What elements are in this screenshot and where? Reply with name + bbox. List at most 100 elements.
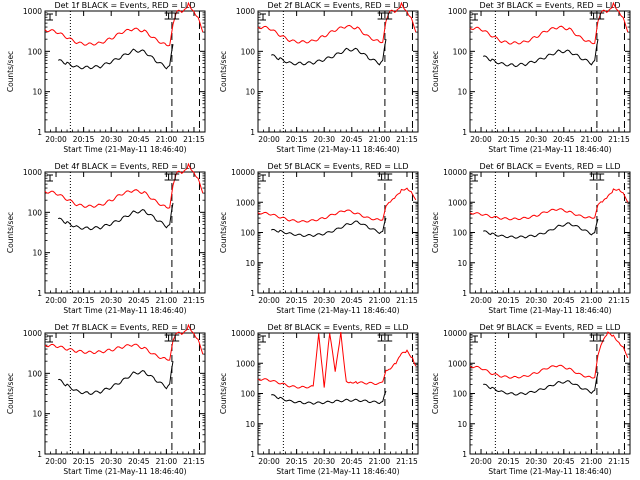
x-tick-label: 20:00 [45,135,67,144]
chart-title: Det 1f BLACK = Events, RED = LLD [54,1,195,10]
plot-frame [44,10,206,133]
lld-series-line [469,188,629,221]
error-bar-glyph [596,334,605,342]
x-tick-label: 21:00 [581,296,603,305]
events-series-line [58,44,174,70]
x-tick-label: 21:15 [396,457,418,466]
lld-series-line [469,331,629,379]
y-tick-label: 100 [453,390,468,399]
x-tick-label: 21:15 [608,296,630,305]
events-series-line [271,39,387,66]
x-axis-label: Start Time (21-May-11 18:46:40) [276,467,399,476]
x-tick-label: 20:30 [525,296,547,305]
lld-series-line [469,1,629,45]
error-bar-glyph [596,12,605,20]
chart-title: Det 6f BLACK = Events, RED = LLD [479,162,620,171]
x-tick-label: 21:00 [369,296,391,305]
lld-series-line [257,331,417,389]
x-tick-label: 20:15 [498,296,520,305]
plot-frame [257,10,419,133]
x-tick-label: 20:15 [73,135,95,144]
x-tick-label: 20:30 [525,135,547,144]
x-tick-label: 20:00 [45,457,67,466]
lld-series-line [44,162,204,209]
events-series-line [483,372,599,396]
error-bar-glyph [164,334,173,342]
x-tick-label: 21:00 [156,296,178,305]
x-tick-label: 20:15 [498,457,520,466]
y-axis-label: Counts/sec [431,212,440,253]
x-tick-label: 20:45 [128,457,150,466]
x-tick-label: 20:00 [258,296,280,305]
error-bar-glyph [589,334,598,342]
y-tick-label: 1 [250,128,255,137]
y-tick-label: 100 [241,47,256,56]
error-bar-glyph [260,174,266,182]
plot-frame [469,10,631,133]
y-tick-label: 10 [457,88,467,97]
events-series-line [483,39,599,68]
error-bar-glyph [589,173,598,181]
y-tick-label: 1 [462,450,467,459]
plot-frame [44,332,206,455]
x-axis-label: Start Time (21-May-11 18:46:40) [63,306,186,315]
x-tick-label: 21:15 [608,135,630,144]
y-tick-label: 10 [457,259,467,268]
y-tick-label: 1 [250,289,255,298]
x-axis-label: Start Time (21-May-11 18:46:40) [488,306,611,315]
x-tick-label: 20:30 [313,296,335,305]
x-tick-label: 20:45 [553,457,575,466]
chart-panel-7: Det 7f BLACK = Events, RED = LLD 1 10 100 10… [6,323,206,476]
error-bar-glyph [47,13,53,21]
events-series-line [58,361,174,396]
y-axis-label: Counts/sec [219,373,228,414]
y-tick-label: 1 [37,289,42,298]
x-tick-label: 20:45 [553,135,575,144]
error-bar-glyph [589,12,598,20]
x-tick-label: 20:00 [258,135,280,144]
error-bar-glyph [164,12,173,20]
error-bar-glyph [377,173,386,181]
events-series-line [483,218,599,239]
y-axis-label: Counts/sec [6,212,15,253]
x-tick-label: 21:15 [183,135,205,144]
y-tick-label: 10 [32,410,42,419]
y-tick-label: 1 [462,289,467,298]
y-tick-label: 10 [32,249,42,258]
x-tick-label: 20:00 [470,457,492,466]
chart-panel-2: Det 2f BLACK = Events, RED = LLD 1 10 100 10… [219,1,419,154]
x-tick-label: 21:00 [369,457,391,466]
x-tick-label: 20:30 [313,457,335,466]
x-tick-label: 21:00 [156,457,178,466]
error-bar-glyph [260,13,266,21]
events-series-line [271,390,387,405]
y-tick-label: 10 [245,420,255,429]
chart-title: Det 9f BLACK = Events, RED = LLD [479,323,620,332]
y-tick-label: 10000 [443,329,467,338]
x-tick-label: 21:00 [369,135,391,144]
y-tick-label: 1 [37,128,42,137]
error-bar-glyph [171,334,180,342]
y-tick-label: 10000 [443,168,467,177]
error-bar-glyph [47,335,53,343]
y-axis-label: Counts/sec [6,51,15,92]
x-tick-label: 20:45 [341,135,363,144]
y-axis-label: Counts/sec [431,51,440,92]
x-tick-label: 21:15 [396,296,418,305]
x-axis-label: Start Time (21-May-11 18:46:40) [276,145,399,154]
chart-panel-1: Det 1f BLACK = Events, RED = LLD 1 10 100 10… [6,1,206,154]
x-tick-label: 20:00 [470,135,492,144]
chart-title: Det 7f BLACK = Events, RED = LLD [54,323,195,332]
lld-series-line [44,1,204,47]
y-tick-label: 10 [457,420,467,429]
error-bar-glyph [384,334,393,342]
y-tick-label: 1000 [448,198,467,207]
chart-title: Det 5f BLACK = Events, RED = LLD [267,162,408,171]
error-bar-glyph [164,173,173,181]
error-bar-glyph [596,173,605,181]
y-tick-label: 10000 [231,329,255,338]
y-tick-label: 100 [28,369,43,378]
y-tick-label: 10 [32,88,42,97]
x-tick-label: 20:00 [258,457,280,466]
